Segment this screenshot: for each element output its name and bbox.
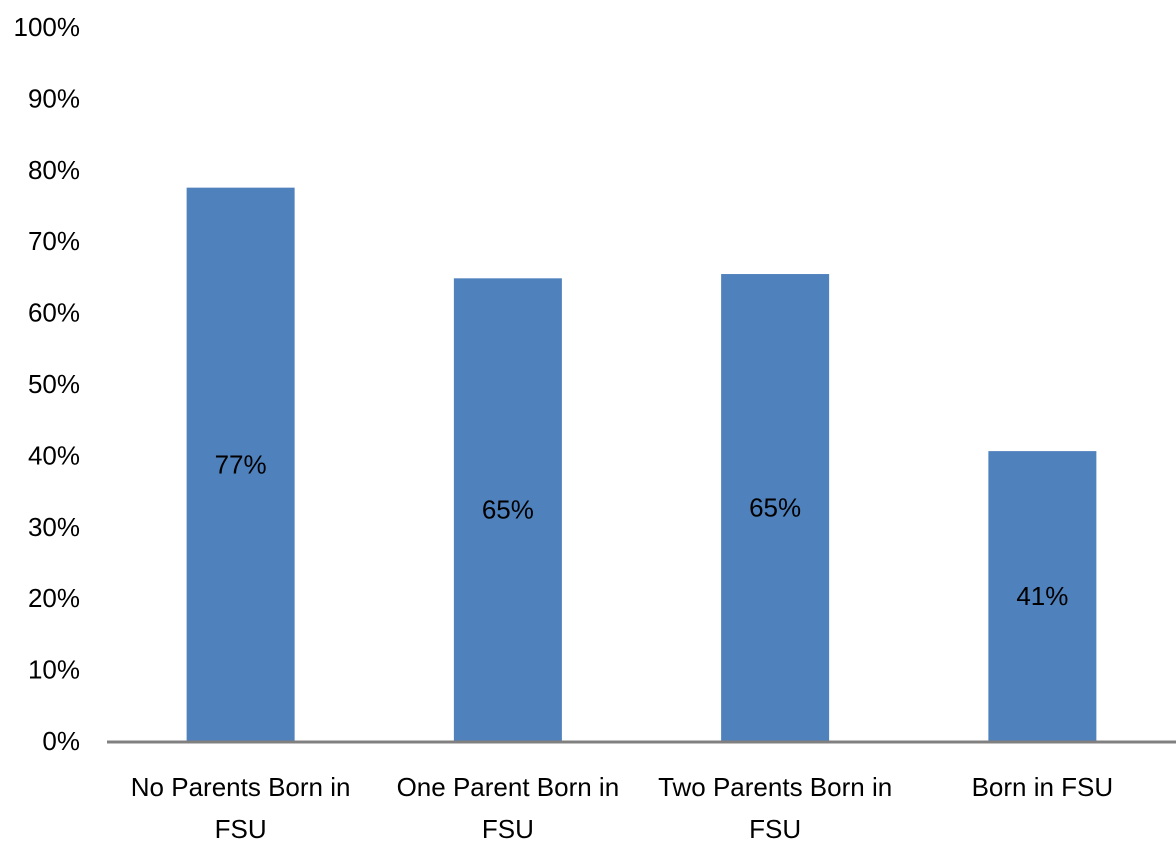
y-tick-label: 100%: [14, 12, 81, 42]
x-category-label: No Parents Born in FSU: [131, 772, 351, 842]
y-tick-label: 90%: [28, 83, 80, 113]
x-category-label-line: One Parent Born in: [397, 772, 620, 802]
y-tick-label: 30%: [28, 512, 80, 542]
bar: [186, 187, 295, 741]
x-category-label-line: No Parents Born in: [131, 772, 351, 802]
x-category-label-line: Born in FSU: [972, 772, 1114, 802]
x-category-label: Born in FSU: [972, 772, 1114, 802]
y-tick-label: 10%: [28, 655, 80, 685]
y-axis-ticks: 0% 10% 20% 30% 40% 50% 60% 70% 80% 90% 100%: [14, 12, 81, 756]
y-tick-label: 0%: [42, 726, 80, 756]
x-category-label-line: FSU: [482, 814, 534, 842]
bar-data-label: 65%: [482, 495, 534, 525]
y-tick-label: 20%: [28, 583, 80, 613]
y-tick-label: 80%: [28, 155, 80, 185]
bars: [186, 187, 1097, 741]
bar: [453, 278, 562, 741]
y-tick-label: 40%: [28, 440, 80, 470]
x-category-label-line: FSU: [749, 814, 801, 842]
x-axis-category-labels: No Parents Born in FSU One Parent Born in F…: [131, 772, 1113, 842]
bar-data-label: 41%: [1016, 581, 1068, 611]
x-category-label-line: FSU: [215, 814, 267, 842]
x-category-label: One Parent Born in FSU: [397, 772, 620, 842]
bar-data-label: 65%: [749, 493, 801, 523]
x-category-label-line: Two Parents Born in: [658, 772, 892, 802]
bar: [721, 274, 830, 741]
bar: [988, 451, 1097, 741]
y-tick-label: 60%: [28, 298, 80, 328]
bar-data-label: 77%: [215, 449, 267, 479]
x-category-label: Two Parents Born in FSU: [658, 772, 892, 842]
data-labels: 77% 65% 65% 41%: [215, 449, 1069, 611]
y-tick-label: 50%: [28, 369, 80, 399]
y-tick-label: 70%: [28, 226, 80, 256]
